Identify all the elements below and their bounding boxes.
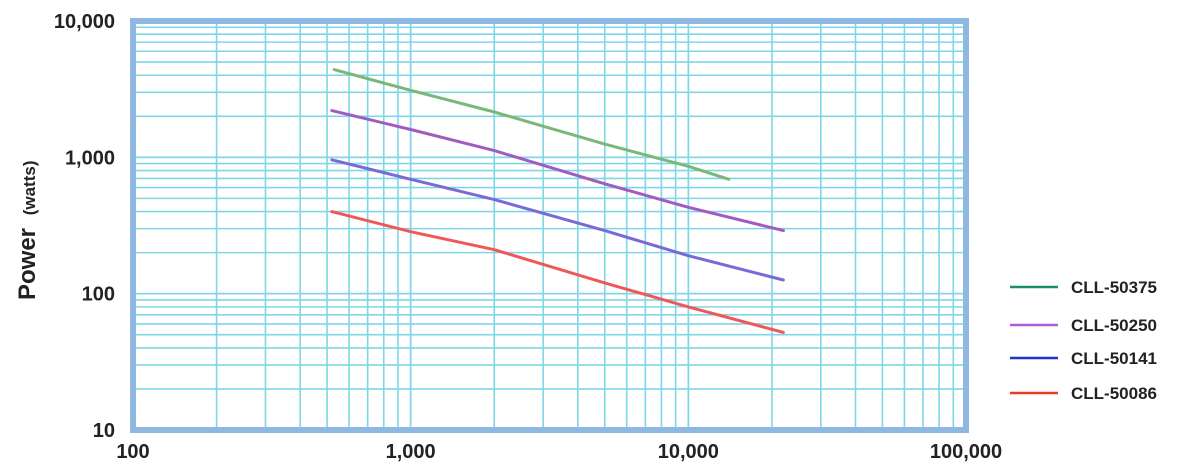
y-tick-label: 1,000 <box>65 147 115 169</box>
legend-label-cll-50375: CLL-50375 <box>1071 278 1157 297</box>
series-line-cll-50250 <box>330 109 785 233</box>
legend: CLL-50375 CLL-50250 CLL-50141 CLL-50086 <box>1010 278 1157 403</box>
x-tick-label: 1,000 <box>386 441 436 463</box>
y-tick-label: 10 <box>93 420 115 442</box>
y-tick-label: 100 <box>82 284 115 306</box>
x-tick-label: 10,000 <box>658 441 719 463</box>
grid <box>133 20 967 430</box>
legend-label-cll-50086: CLL-50086 <box>1071 384 1157 403</box>
series-lines <box>330 68 785 334</box>
legend-label-cll-50250: CLL-50250 <box>1071 316 1157 335</box>
x-tick-label: 100,000 <box>930 441 1002 463</box>
y-axis-title: Power (watts) <box>14 161 41 300</box>
y-axis-label: Power (watts) <box>14 161 41 300</box>
y-axis-title-unit: (watts) <box>20 161 39 216</box>
legend-label-cll-50141: CLL-50141 <box>1071 349 1157 368</box>
series-line-cll-50375 <box>332 68 731 181</box>
x-tick-label: 100 <box>116 441 149 463</box>
y-tick-label: 10,000 <box>54 11 115 33</box>
series-line-cll-50086 <box>330 210 785 334</box>
plot-frame <box>130 18 969 433</box>
y-axis-title-main: Power <box>14 228 41 300</box>
series-line-cll-50141 <box>330 158 785 282</box>
